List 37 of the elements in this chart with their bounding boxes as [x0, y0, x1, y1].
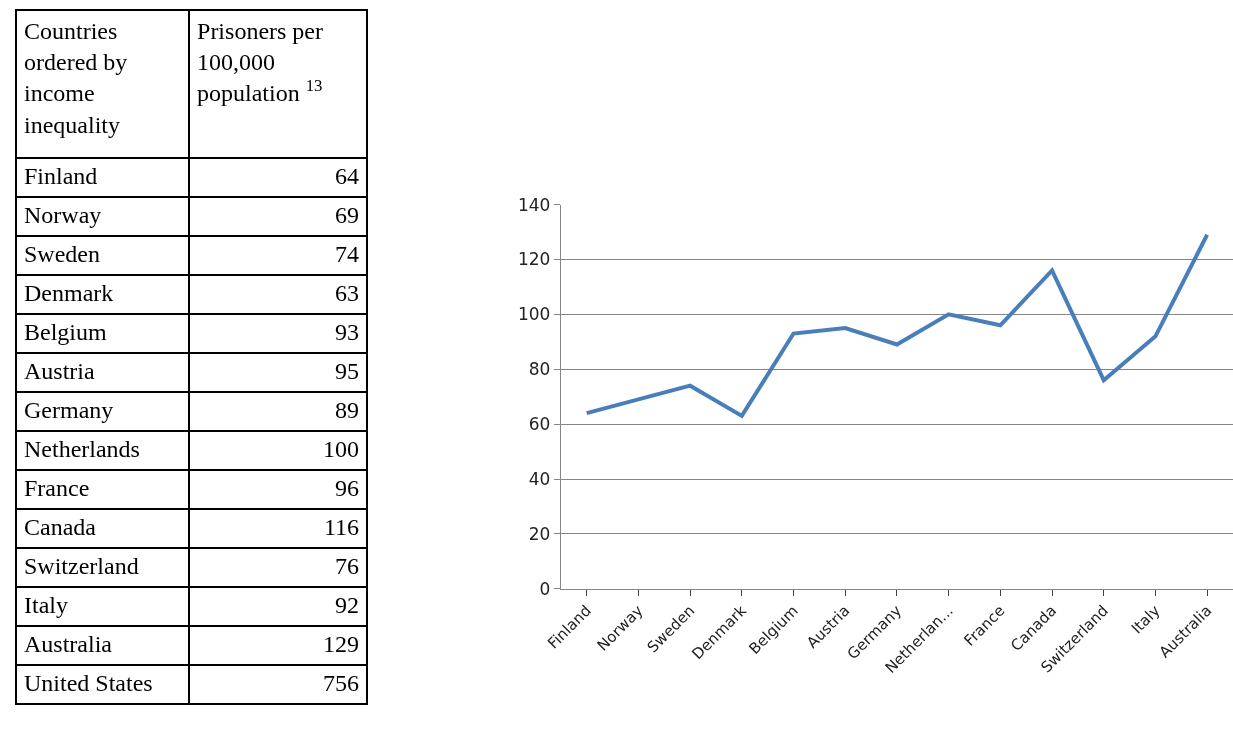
category-label: Austria — [24, 358, 95, 384]
category-label: Finland — [24, 163, 98, 189]
data-label: 93 — [335, 319, 359, 345]
category-label: France — [24, 475, 90, 501]
text: Prisoners per 100,000 population $^{13}$ — [197, 18, 324, 107]
y-tick-label: 40 — [528, 468, 551, 489]
category-label: Norway — [24, 202, 102, 228]
data-label: 64 — [335, 163, 359, 189]
data-label: 95 — [335, 358, 359, 384]
y-tick-label: 120 — [517, 249, 551, 270]
y-tick-label: 80 — [528, 359, 551, 380]
y-tick-label: 100 — [517, 304, 551, 325]
data-label: 129 — [323, 631, 359, 657]
category-label: Switzerland — [24, 553, 139, 579]
category-label: Germany — [24, 397, 114, 423]
text: Countries ordered by income inequality — [24, 18, 128, 138]
data-label: 63 — [335, 280, 359, 306]
data-label: 69 — [335, 202, 359, 228]
data-label: 76 — [335, 553, 359, 579]
category-label: Canada — [24, 514, 97, 540]
y-tick-label: 0 — [539, 578, 551, 599]
data-label: 756 — [323, 670, 359, 696]
data-label: 100 — [323, 436, 359, 462]
category-label: Sweden — [24, 241, 100, 267]
category-label: Belgium — [24, 319, 107, 345]
data-label: 96 — [335, 475, 359, 501]
category-label: United States — [24, 670, 153, 696]
data-label: 92 — [335, 592, 359, 618]
line-series — [584, 232, 1210, 418]
data-label: 116 — [323, 514, 359, 540]
y-tick-label: 60 — [528, 414, 551, 435]
y-tick-label: 20 — [528, 523, 551, 544]
y-tick-label: 140 — [517, 194, 551, 215]
category-label: Denmark — [24, 280, 114, 306]
category-label: Netherlands — [24, 436, 140, 462]
data-label: 89 — [335, 397, 359, 423]
data-label: 74 — [335, 241, 359, 267]
